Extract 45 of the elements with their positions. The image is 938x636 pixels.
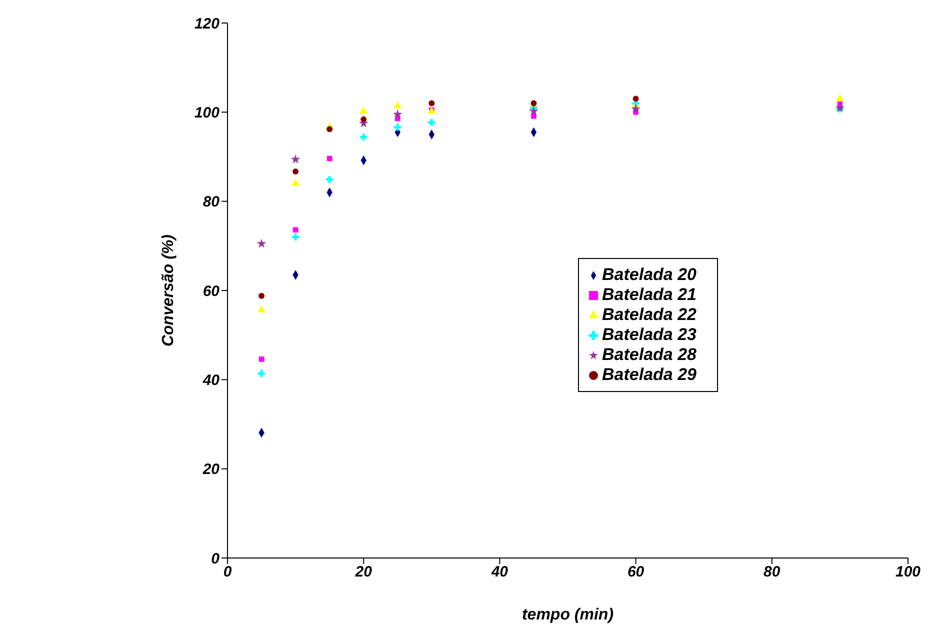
legend-label: Batelada 28: [602, 345, 696, 364]
point: [360, 134, 368, 141]
y-tick-label: 20: [202, 461, 220, 478]
point: [394, 124, 402, 131]
point: [290, 154, 300, 164]
point: [258, 305, 266, 312]
x-tick-label: 60: [627, 564, 645, 581]
point: [836, 94, 844, 102]
y-axis-title: Conversão (%): [160, 234, 178, 347]
point: [392, 109, 402, 118]
point: [292, 168, 299, 174]
point: [835, 103, 845, 112]
y-tick-label: 80: [202, 194, 220, 211]
x-tick-label: 20: [354, 564, 373, 581]
point: [428, 100, 435, 106]
x-tick-label: 0: [223, 564, 232, 581]
point: [631, 104, 641, 114]
x-tick-label: 100: [895, 564, 922, 581]
legend-label: Batelada 20: [602, 265, 696, 284]
point: [292, 178, 300, 186]
y-tick-label: 40: [202, 372, 220, 389]
legend-label: Batelada 29: [602, 365, 696, 384]
point: [256, 238, 266, 248]
y-tick-label: 0: [211, 550, 220, 568]
point: [528, 106, 538, 116]
point: [258, 292, 265, 299]
point: [360, 106, 368, 114]
y-tick-label: 120: [194, 15, 220, 32]
x-axis-title: tempo (min): [522, 606, 614, 624]
point: [258, 356, 264, 362]
point: [394, 101, 402, 108]
legend-label: Batelada 21: [602, 285, 696, 304]
point: [326, 126, 333, 132]
x-tick-label: 80: [764, 564, 781, 581]
point: [428, 118, 436, 126]
point: [632, 96, 639, 102]
point: [326, 176, 334, 184]
legend-label: Batelada 22: [602, 305, 696, 324]
point: [360, 116, 367, 122]
point: [258, 370, 266, 377]
y-tick-label: 60: [202, 282, 220, 300]
legend-label: Batelada 23: [602, 325, 696, 344]
x-tick-label: 40: [490, 564, 509, 581]
y-tick-label: 100: [194, 104, 220, 122]
point: [292, 227, 298, 233]
